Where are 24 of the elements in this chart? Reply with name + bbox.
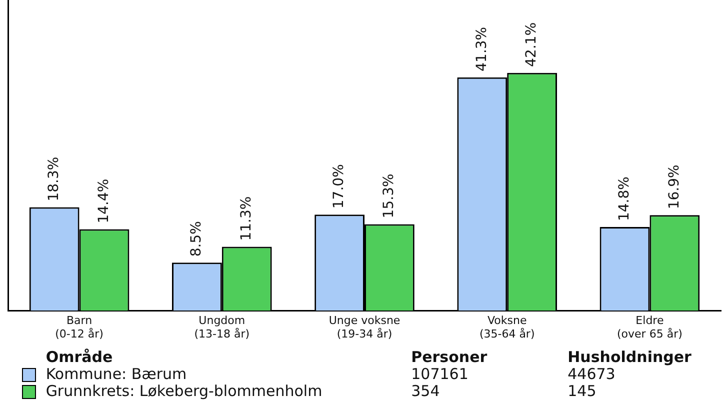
text: 145 (568, 382, 598, 400)
data-label: 18.3% (46, 156, 62, 202)
x-tick-label: Voksne (35-64 år) (479, 314, 535, 340)
text: Område (46, 348, 114, 366)
text: Husholdninger (568, 348, 692, 366)
legend-label: Grunnkrets: Løkeberg-blommenholm (46, 382, 324, 400)
legend-label: Kommune: Bærum (46, 365, 188, 383)
text: 107161 (411, 365, 470, 383)
data-label: 14.8% (616, 176, 632, 222)
data-label: 41.3% (474, 26, 490, 72)
data-label: 16.9% (666, 164, 682, 210)
x-tick-label: Barn (0-12 år) (55, 314, 104, 340)
text: 354 (411, 382, 441, 400)
x-tick-label: Eldre (over 65 år) (617, 314, 682, 340)
data-label: 42.1% (524, 22, 540, 67)
data-label: 11.3% (238, 196, 254, 241)
x-tick-label: Unge voksne (19-34 år) (328, 314, 400, 340)
text: 44673 (568, 365, 616, 383)
data-label: 17.0% (331, 164, 348, 209)
data-label: 14.4% (96, 178, 112, 224)
text: Personer (411, 348, 488, 366)
data-label: 8.5% (188, 221, 205, 257)
x-tick-label: Ungdom (13-18 år) (194, 314, 250, 340)
data-label: 15.3% (381, 174, 398, 218)
